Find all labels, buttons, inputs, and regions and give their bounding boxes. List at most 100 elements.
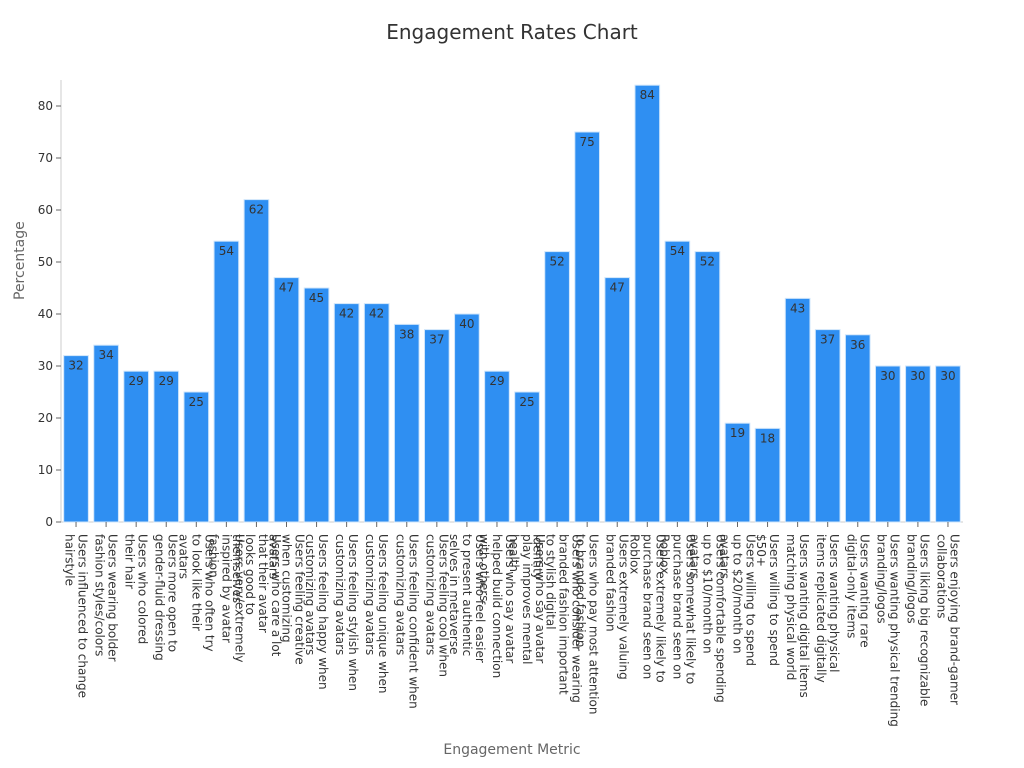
x-tick-label-line: identity: [531, 534, 545, 580]
bar-value-label: 52: [700, 255, 715, 269]
bar: [454, 313, 480, 523]
x-tick-label-line: Users feeling stylish when: [346, 534, 360, 691]
bar: [724, 422, 751, 523]
y-tick-label: 0: [45, 515, 53, 529]
bar-value-label: 30: [880, 369, 895, 383]
x-tick-label-line: Users who feel easier: [473, 534, 487, 663]
x-tick-label-line: avatars: [687, 534, 701, 579]
bar: [935, 365, 961, 523]
bar: [905, 365, 931, 523]
x-tick-label-line: Users wanting digital items: [797, 534, 811, 698]
bar: [544, 251, 570, 523]
x-tick-label-line: inspired by avatar: [219, 534, 233, 643]
bar: [875, 365, 901, 523]
x-tick-label-line: when customizing: [280, 534, 294, 643]
x-tick-label: Users wanting physical trendingbranding/…: [874, 534, 901, 727]
x-tick-label-line: Users who consider wearing: [570, 534, 584, 703]
bar: [634, 84, 661, 523]
x-tick-label-line: hairstyle: [63, 534, 77, 586]
bar-value-label: 29: [489, 374, 504, 388]
x-tick-label-line: avatars: [718, 534, 732, 579]
x-tick-label-line: fashion styles/colors: [93, 534, 107, 656]
x-tick-label-line: Users who say avatar: [503, 534, 517, 663]
x-tick-label-line: gender-fluid dressing: [153, 534, 167, 661]
x-tick-label-line: themselves: [230, 534, 244, 603]
x-tick-label-line: Users willing to spend: [744, 534, 758, 666]
x-tick-label-line: Users feeling happy when: [316, 534, 330, 690]
x-tick-label-line: to branded fashion: [574, 534, 588, 648]
bar-value-label: 75: [580, 135, 595, 149]
x-tick-label-line: fashion: [206, 534, 220, 578]
bar: [484, 370, 510, 523]
x-tick-label-line: looks good to: [243, 534, 257, 615]
bar: [844, 334, 871, 523]
y-tick-label: 20: [38, 411, 53, 425]
x-axis-label: Engagement Metric: [443, 742, 581, 758]
bar-value-label: 43: [790, 301, 805, 315]
bar-value-label: 30: [910, 369, 925, 383]
bar-value-label: 47: [279, 281, 294, 295]
x-tick-label-line: Users who pay most attention: [587, 534, 601, 714]
y-tick-label: 30: [38, 359, 53, 373]
bar: [514, 391, 540, 523]
x-tick-label: Users willing to spend$50+: [754, 534, 781, 666]
x-tick-label-line: Roblox: [657, 534, 671, 574]
bar: [814, 329, 841, 523]
x-tick-label-line: Users influenced to change: [76, 534, 90, 698]
x-tick-label-line: Users who care a lot: [269, 534, 283, 657]
x-tick-label-line: selves in metaverse: [447, 534, 461, 654]
x-tick-label-line: Users comfortable spending: [713, 534, 727, 703]
x-tick-label-line: Users wanting physical trending: [887, 534, 901, 727]
x-tick-label-line: Users who say avatar: [533, 534, 547, 663]
bar: [333, 303, 360, 523]
x-tick-label-line: that their avatar: [256, 534, 270, 633]
x-tick-label-line: Roblox: [627, 534, 641, 574]
x-tick-label-line: Users more open to: [166, 534, 180, 652]
bar-value-label: 19: [730, 426, 745, 440]
bar: [93, 344, 119, 523]
y-tick-label: 60: [38, 203, 53, 217]
bar-value-label: 45: [309, 291, 324, 305]
bar-value-label: 32: [68, 359, 83, 373]
x-tick-label-line: to present authentic: [460, 534, 474, 656]
bar-value-label: 52: [549, 255, 564, 269]
x-tick-label-line: $50+: [754, 534, 768, 567]
x-tick-label-line: avatars: [267, 534, 281, 579]
x-tick-label-line: customizing avatars: [363, 534, 377, 655]
x-tick-label-line: to look like their: [189, 534, 203, 631]
x-tick-label-line: customizing avatars: [423, 534, 437, 655]
bar-value-label: 54: [219, 244, 234, 258]
bar: [153, 370, 180, 523]
bar-value-label: 38: [399, 327, 414, 341]
x-tick-label-line: Users feeling creative: [293, 534, 307, 665]
y-tick-label: 10: [38, 463, 53, 477]
x-tick-label-line: Users somewhat likely to: [683, 534, 697, 684]
bar: [574, 131, 600, 523]
x-tick-label-line: customizing avatars: [333, 534, 347, 655]
x-tick-label-line: Users wearing bolder: [106, 534, 120, 662]
y-tick-label: 80: [38, 99, 53, 113]
x-tick-label-line: health: [507, 534, 521, 572]
bar-value-label: 18: [760, 431, 775, 445]
x-tick-label-line: up to $10/month on: [700, 534, 714, 654]
x-tick-label-line: Users wanting physical: [827, 534, 841, 672]
x-tick-label-line: customizing avatars: [303, 534, 317, 655]
bar: [664, 240, 691, 523]
y-axis-label: Percentage: [12, 221, 28, 300]
